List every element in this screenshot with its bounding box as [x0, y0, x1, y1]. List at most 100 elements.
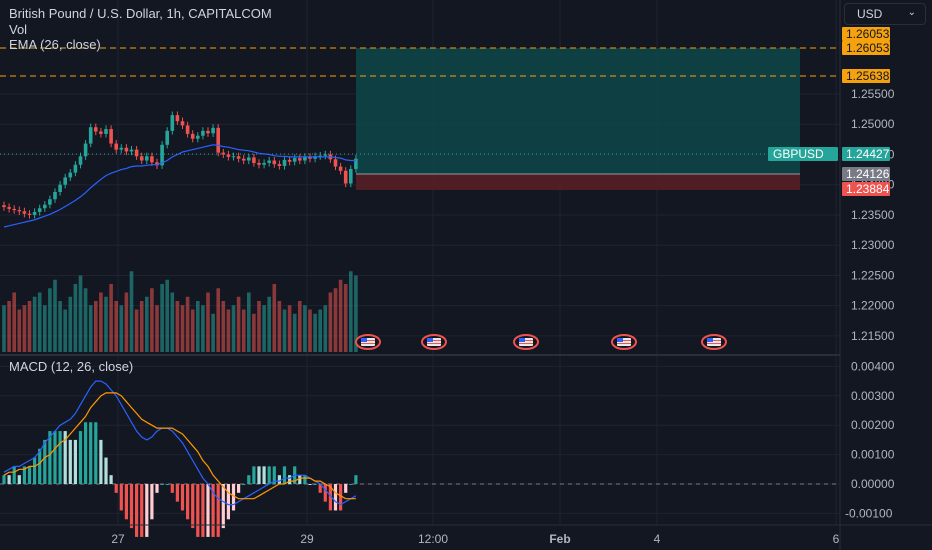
price-tick-label: 1.25000: [851, 117, 895, 131]
histogram-bar: [354, 475, 358, 484]
histogram-bar: [349, 484, 353, 485]
histogram-bar: [119, 484, 123, 511]
histogram-bar: [68, 439, 72, 484]
volume-bar: [12, 292, 16, 352]
volume-bar: [277, 301, 282, 352]
ema-legend[interactable]: EMA (26, close): [9, 37, 101, 52]
us-flag-icon[interactable]: [701, 334, 727, 350]
volume-bar: [104, 296, 108, 352]
volume-bar: [32, 296, 37, 352]
histogram-bar: [84, 422, 88, 484]
volume-bar: [318, 309, 322, 352]
candle-body: [277, 164, 282, 166]
histogram-bar: [252, 466, 256, 484]
us-flag-icon[interactable]: [611, 334, 637, 350]
histogram-bar: [89, 422, 93, 484]
candle-body: [308, 156, 312, 159]
candle-body: [349, 168, 353, 184]
volume-bar: [298, 301, 302, 352]
histogram-bar: [58, 431, 62, 484]
histogram-bar: [206, 484, 210, 537]
candle-body: [2, 205, 6, 208]
histogram-bar: [38, 448, 42, 484]
volume-bar: [333, 288, 338, 352]
volume-bar: [27, 301, 32, 352]
economic-events[interactable]: [355, 334, 727, 350]
volume-bar: [272, 284, 277, 352]
histogram-bar: [99, 439, 103, 484]
histogram-bar: [94, 422, 98, 484]
price-label: 1.25638: [846, 69, 890, 83]
histogram-bar: [196, 484, 200, 537]
histogram-bar: [53, 431, 57, 484]
histogram-bar: [73, 439, 77, 484]
histogram-bar: [262, 466, 266, 484]
candle-body: [124, 147, 129, 152]
volume-bar: [7, 301, 11, 352]
us-flag-icon[interactable]: [513, 334, 539, 350]
histogram-bar: [22, 466, 26, 484]
volume-bar: [287, 305, 292, 352]
volume-bar: [78, 275, 83, 352]
volume-bars: [2, 271, 358, 352]
volume-bar: [160, 284, 164, 352]
flag-canton: [519, 338, 525, 342]
histogram-bar: [201, 484, 205, 537]
histogram-bar: [282, 466, 287, 484]
volume-bar: [328, 292, 333, 352]
histogram-bar: [114, 484, 118, 493]
histogram-bar: [63, 431, 67, 484]
volume-bar: [236, 296, 241, 352]
candle-body: [226, 154, 231, 157]
macd-tick-label: 0.00100: [851, 448, 895, 462]
histogram-bar: [277, 475, 281, 484]
time-axis[interactable]: 27 29 12:00 Feb 4 6: [111, 532, 839, 546]
macd-histogram: [2, 422, 358, 537]
candle-body: [338, 166, 343, 171]
macd-axis[interactable]: 0.00400 0.00300 0.00200 0.00100 0.00000 -0.00…: [845, 359, 895, 520]
volume-bar: [63, 309, 67, 352]
histogram-bar: [104, 457, 108, 484]
candle-body: [185, 125, 190, 134]
time-tick-label: 29: [300, 532, 314, 546]
histogram-bar: [129, 484, 134, 529]
candle-body: [48, 199, 52, 205]
candle-body: [292, 158, 297, 162]
candle-body: [354, 158, 358, 169]
volume-bar: [155, 305, 159, 352]
candle-body: [150, 156, 154, 163]
histogram-bar: [328, 484, 332, 511]
histogram-bar: [272, 466, 276, 484]
price-label: 1.26053: [846, 41, 890, 55]
macd-legend[interactable]: MACD (12, 26, close): [9, 359, 134, 374]
histogram-bar: [43, 439, 47, 484]
histogram-bar: [27, 466, 32, 484]
candle-body: [257, 162, 261, 165]
histogram-bar: [33, 457, 37, 484]
volume-bar: [303, 305, 307, 352]
price-label: 1.24126: [846, 167, 890, 181]
price-axis[interactable]: 1.255001.250001.245001.240001.235001.230…: [851, 87, 895, 343]
price-tick-label: 1.25500: [851, 87, 895, 101]
candle-body: [190, 133, 195, 139]
us-flag-icon[interactable]: [421, 334, 447, 350]
candle-body: [175, 115, 180, 122]
volume-bar: [206, 292, 210, 352]
price-label-bg: [842, 41, 890, 55]
candle-body: [88, 127, 93, 144]
us-flag-icon[interactable]: [355, 334, 381, 350]
symbol-title[interactable]: British Pound / U.S. Dollar, 1h, CAPITAL…: [9, 6, 272, 21]
histogram-bar: [339, 484, 343, 511]
histogram-bar: [221, 484, 225, 529]
macd-tick-label: 0.00000: [851, 477, 895, 491]
price-tick-label: 1.21500: [851, 329, 895, 343]
volume-bar: [323, 305, 328, 352]
candle-body: [7, 207, 11, 209]
currency-button[interactable]: USD ⌄: [844, 3, 926, 25]
histogram-bar: [2, 475, 6, 484]
volume-legend[interactable]: Vol: [9, 22, 28, 37]
flag-canton: [361, 338, 367, 342]
price-label-bg: [842, 27, 890, 41]
volume-bar: [58, 301, 62, 352]
